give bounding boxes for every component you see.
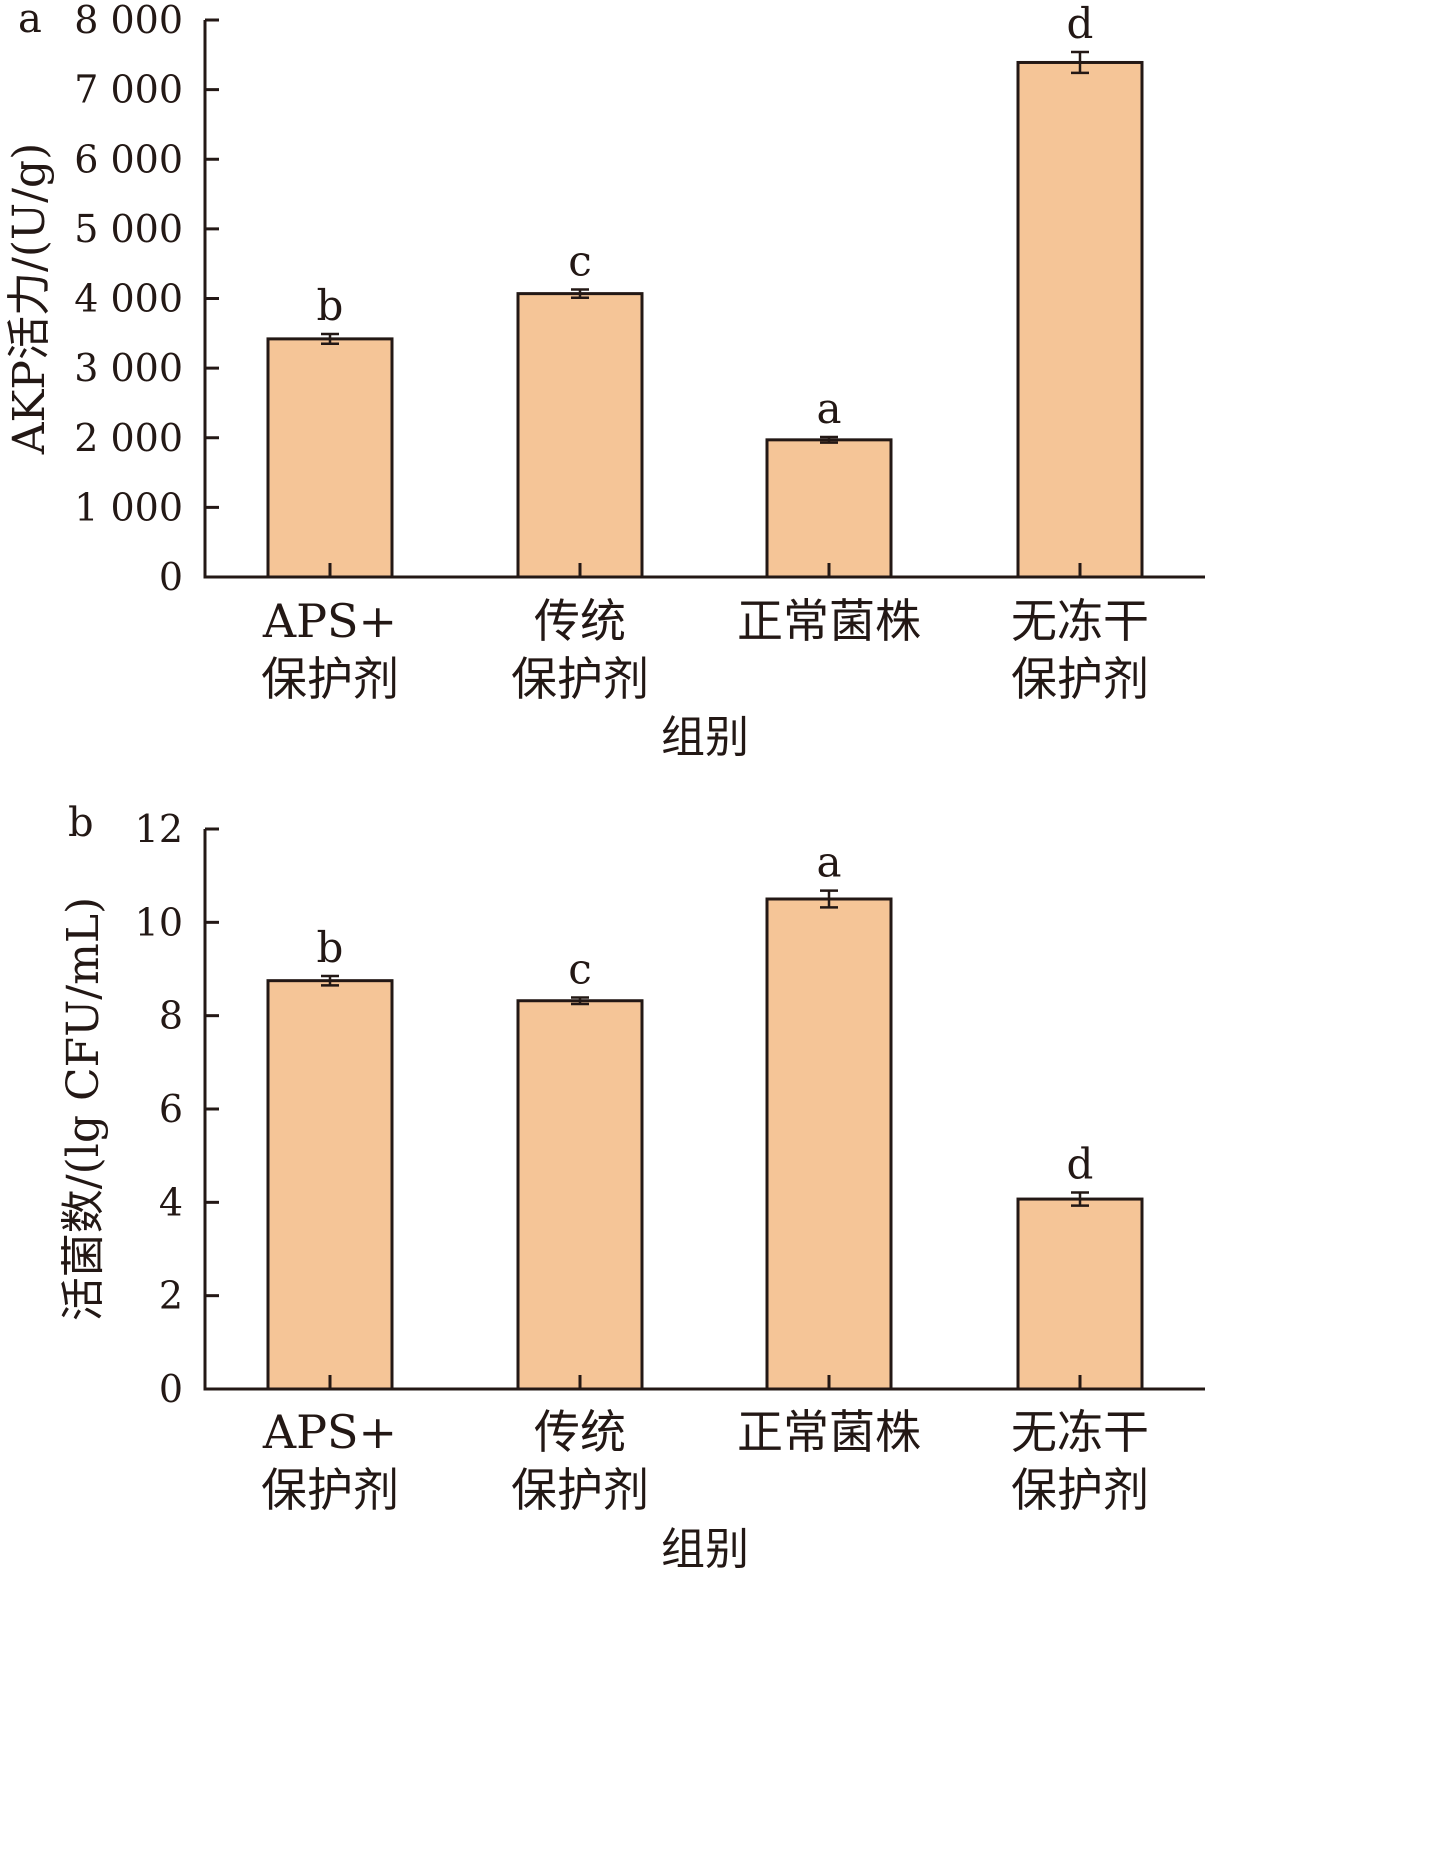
axis-lines	[203, 829, 1205, 1391]
axis-lines	[203, 20, 1205, 579]
y-tick-label: 10	[135, 900, 183, 944]
panel-label: b	[68, 800, 94, 846]
bar	[1016, 60, 1144, 579]
y-tick-label: 4	[159, 1180, 183, 1224]
y-tick-label: 2 000	[74, 416, 183, 460]
bar	[765, 897, 893, 1391]
panel-label: a	[18, 0, 42, 42]
x-category-label: 保护剂	[511, 652, 649, 706]
y-tick-label: 8 000	[74, 0, 183, 42]
x-category-label: 保护剂	[261, 1463, 399, 1517]
bar	[266, 337, 394, 579]
x-category-label: 保护剂	[261, 652, 399, 706]
y-tick-label: 7 000	[74, 68, 183, 112]
x-axis-title: 组别	[661, 1524, 749, 1575]
x-axis-title: 组别	[661, 712, 749, 763]
y-axis-title: 活菌数/(lg CFU/mL)	[58, 897, 109, 1321]
y-tick-label: 12	[135, 807, 183, 851]
x-category-label: 正常菌株	[737, 1405, 921, 1459]
x-category-label: 无冻干	[1011, 594, 1149, 648]
significance-label: d	[1067, 0, 1094, 48]
x-category-label: APS+	[262, 594, 397, 648]
x-category-label: 正常菌株	[737, 594, 921, 648]
y-tick-label: 1 000	[74, 485, 183, 529]
y-tick-label: 6 000	[74, 137, 183, 181]
bar	[1016, 1197, 1144, 1391]
bar	[266, 979, 394, 1391]
y-tick-label: 4 000	[74, 277, 183, 321]
x-category-label: 传统	[534, 1405, 626, 1459]
x-category-label: 保护剂	[1011, 652, 1149, 706]
significance-label: a	[816, 384, 841, 433]
x-category-label: 保护剂	[1011, 1463, 1149, 1517]
y-tick-label: 5 000	[74, 207, 183, 251]
bar	[765, 438, 893, 579]
significance-label: c	[568, 944, 592, 993]
significance-label: b	[317, 923, 344, 972]
y-tick-label: 2	[159, 1274, 183, 1318]
significance-label: b	[317, 281, 344, 330]
bar	[516, 292, 644, 579]
x-category-label: 传统	[534, 594, 626, 648]
y-axis-title: AKP活力/(U/g)	[4, 143, 55, 455]
x-category-label: 保护剂	[511, 1463, 649, 1517]
x-category-label: 无冻干	[1011, 1405, 1149, 1459]
significance-label: a	[816, 838, 841, 887]
y-tick-label: 8	[159, 994, 183, 1038]
significance-label: d	[1067, 1140, 1094, 1189]
y-tick-label: 6	[159, 1087, 183, 1131]
chart-panel-a: a AKP活力/(U/g) 0 1 000 2 000 3 000 4 000 5 000 6 …	[4, 0, 1205, 763]
bar	[516, 999, 644, 1391]
y-tick-label: 0	[159, 1367, 183, 1411]
x-category-label: APS+	[262, 1405, 397, 1459]
significance-label: c	[568, 236, 592, 285]
y-tick-label: 0	[159, 555, 183, 599]
y-tick-label: 3 000	[74, 346, 183, 390]
